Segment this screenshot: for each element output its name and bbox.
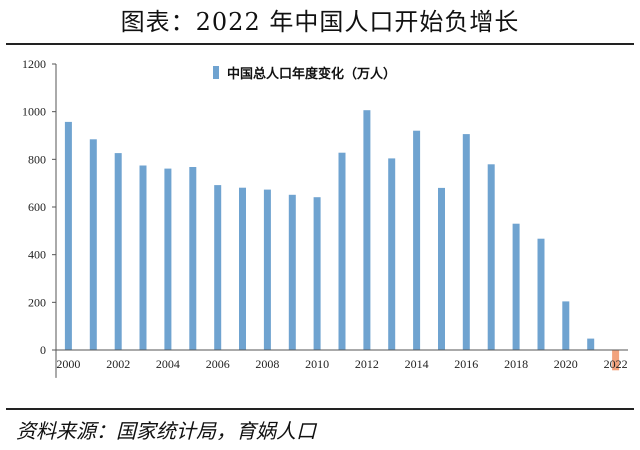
bar-2021 (587, 338, 595, 350)
legend-swatch (213, 66, 219, 79)
bar-2022 (612, 350, 620, 371)
y-tick-label: 600 (28, 200, 46, 214)
bar-2001 (89, 139, 97, 350)
x-tick-label: 2020 (554, 357, 578, 371)
x-tick-label: 2008 (255, 357, 279, 371)
chart-title: 图表：2022 年中国人口开始负增长 (120, 8, 520, 36)
bottom-divider (6, 408, 634, 410)
y-tick-label: 200 (28, 295, 46, 309)
bar-series (64, 110, 620, 371)
bar-2011 (338, 152, 346, 350)
y-tick-label: 1000 (22, 105, 46, 119)
bar-2019 (537, 238, 545, 350)
bar-2003 (139, 165, 147, 350)
x-tick-label: 2004 (156, 357, 180, 371)
bar-2018 (512, 223, 520, 350)
y-tick-label: 800 (28, 152, 46, 166)
bar-2015 (438, 187, 445, 350)
x-tick-label: 2022 (604, 357, 628, 371)
bar-2013 (388, 158, 396, 350)
bar-2002 (114, 153, 122, 350)
x-tick-label: 2016 (454, 357, 478, 371)
bar-2020 (562, 301, 570, 350)
bar-2005 (189, 167, 197, 350)
x-tick-label: 2006 (206, 357, 230, 371)
y-tick-label: 400 (28, 248, 46, 262)
bar-2012 (363, 110, 371, 350)
x-tick-label: 2000 (56, 357, 80, 371)
bar-2010 (313, 197, 321, 350)
bar-2008 (263, 189, 271, 350)
x-tick-label: 2002 (106, 357, 130, 371)
top-divider (6, 43, 634, 45)
bar-2006 (214, 185, 222, 350)
x-axis: 2000 2002 2004 2006 2008 2010 2012 2014 2016 2018… (56, 349, 628, 371)
bar-2009 (288, 194, 296, 350)
bar-2016 (462, 134, 470, 350)
y-tick-label: 0 (40, 343, 46, 357)
legend: 中国总人口年度变化（万人） (213, 66, 396, 81)
bar-2000 (64, 121, 72, 351)
x-tick-label: 2010 (305, 357, 329, 371)
y-axis: 0 200 400 600 800 1000 1200 (22, 57, 57, 378)
x-tick-label: 2014 (405, 357, 429, 371)
x-tick-label: 2018 (504, 357, 528, 371)
legend-label: 中国总人口年度变化（万人） (227, 66, 396, 81)
bar-2007 (239, 187, 246, 350)
x-tick-label: 2012 (355, 357, 379, 371)
source-note: 资料来源：国家统计局，育娲人口 (16, 419, 316, 443)
bar-2004 (164, 168, 172, 350)
bar-2014 (413, 130, 421, 350)
y-tick-label: 1200 (22, 57, 46, 71)
bar-2017 (487, 164, 495, 350)
